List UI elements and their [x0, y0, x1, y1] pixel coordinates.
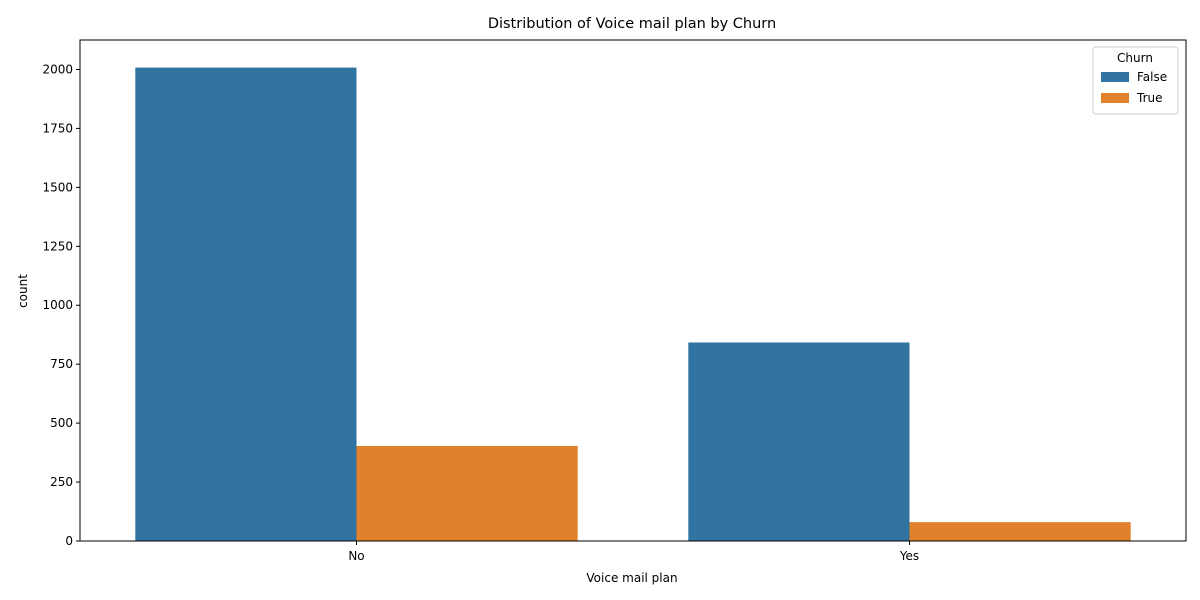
- y-tick-label: 250: [50, 475, 73, 489]
- x-axis: No Yes: [348, 541, 919, 563]
- x-tick-label-no: No: [348, 549, 364, 563]
- bars-group: [135, 67, 1131, 541]
- legend-label-false: False: [1137, 70, 1167, 84]
- x-axis-label: Voice mail plan: [586, 571, 677, 585]
- legend-title: Churn: [1117, 51, 1153, 65]
- y-tick-label: 500: [50, 416, 73, 430]
- bar-no-false: [135, 67, 357, 541]
- y-tick-label: 750: [50, 357, 73, 371]
- legend-swatch-true: [1101, 93, 1129, 103]
- y-tick-label: 1750: [42, 121, 73, 135]
- y-tick-label: 2000: [42, 62, 73, 76]
- y-tick-label: 1500: [42, 180, 73, 194]
- y-tick-label: 1000: [42, 298, 73, 312]
- legend: Churn False True: [1092, 46, 1179, 115]
- bar-no-true: [356, 445, 578, 541]
- y-tick-label: 0: [65, 534, 73, 548]
- bar-yes-true: [909, 522, 1131, 541]
- chart-title: Distribution of Voice mail plan by Churn: [488, 16, 776, 32]
- y-axis-label: count: [16, 274, 30, 308]
- plot-frame: [79, 39, 1187, 542]
- legend-swatch-false: [1101, 72, 1129, 82]
- legend-label-true: True: [1136, 91, 1163, 105]
- y-tick-label: 1250: [42, 239, 73, 253]
- x-tick-label-yes: Yes: [899, 549, 919, 563]
- y-axis: 0 250 500 750 1000 1250 1500 1750 2000: [42, 62, 80, 548]
- bar-yes-false: [688, 342, 910, 541]
